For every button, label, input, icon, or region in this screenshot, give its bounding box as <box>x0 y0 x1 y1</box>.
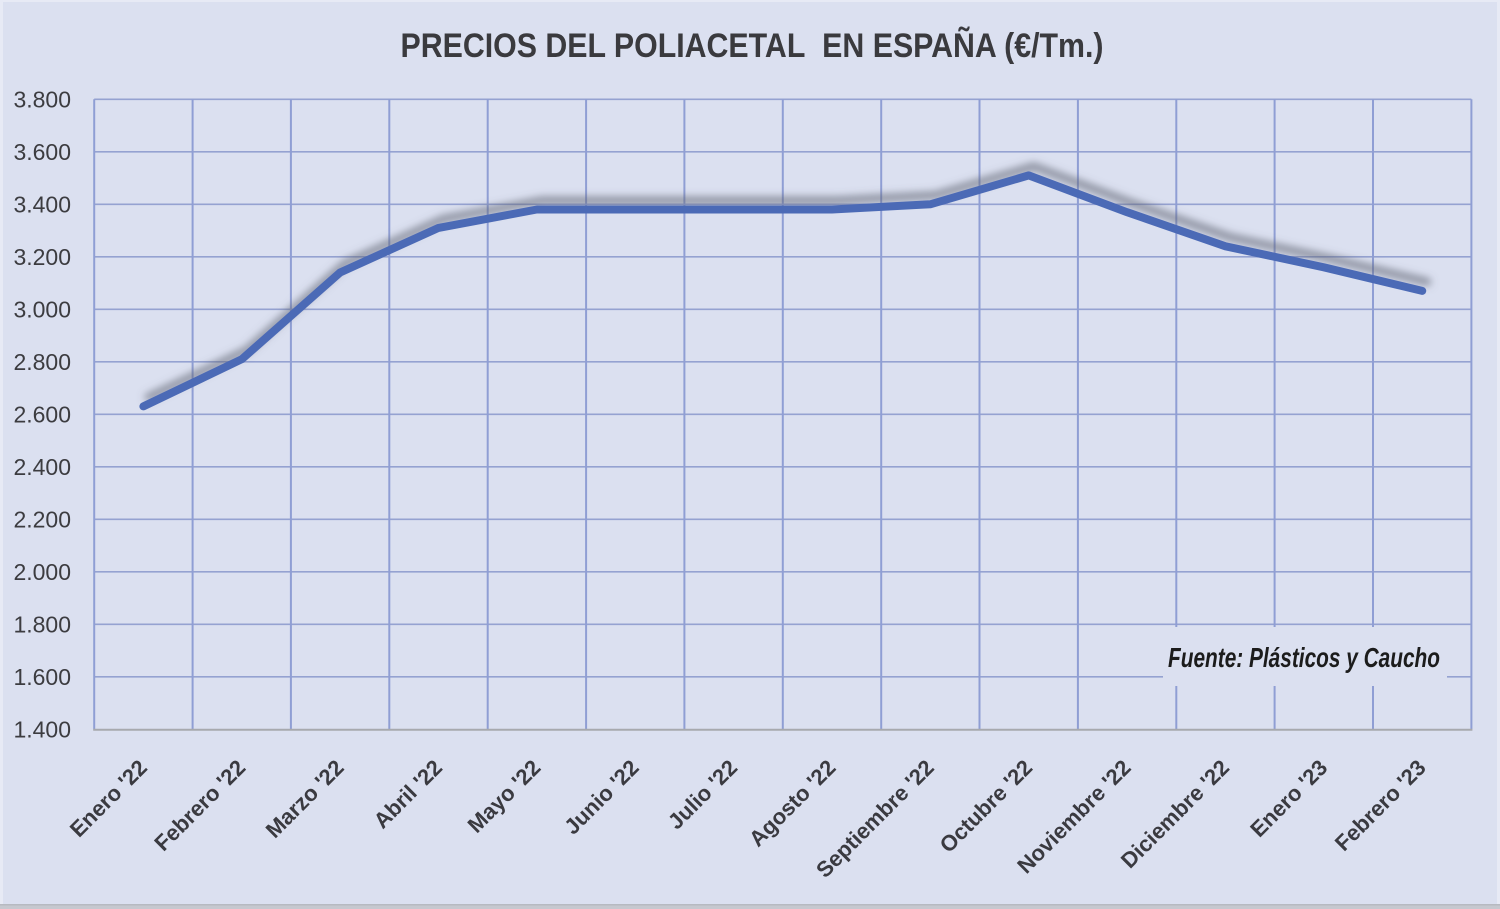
svg-text:2.200: 2.200 <box>13 506 71 532</box>
svg-text:2.000: 2.000 <box>13 559 71 585</box>
svg-text:1.800: 1.800 <box>13 611 71 637</box>
svg-text:2.800: 2.800 <box>13 349 71 375</box>
svg-text:3.200: 3.200 <box>13 244 71 270</box>
svg-text:1.400: 1.400 <box>13 716 71 742</box>
svg-text:2.400: 2.400 <box>13 454 71 480</box>
svg-text:PRECIOS DEL POLIACETAL EN ESP: PRECIOS DEL POLIACETAL EN ESPAÑA (€/Tm.) <box>401 27 1104 65</box>
svg-text:1.600: 1.600 <box>13 664 71 690</box>
svg-text:Fuente: Plásticos y Caucho: Fuente: Plásticos y Caucho <box>1168 642 1440 673</box>
svg-text:3.400: 3.400 <box>13 191 71 217</box>
svg-text:2.600: 2.600 <box>13 401 71 427</box>
svg-text:3.000: 3.000 <box>13 296 71 322</box>
svg-text:3.600: 3.600 <box>13 139 71 165</box>
svg-text:3.800: 3.800 <box>13 86 71 112</box>
